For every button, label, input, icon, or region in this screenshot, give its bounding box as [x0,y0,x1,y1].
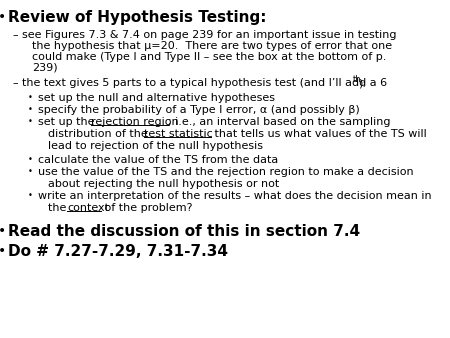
Text: set up the: set up the [38,117,98,127]
Text: th: th [353,75,362,84]
Text: lead to rejection of the null hypothesis: lead to rejection of the null hypothesis [48,141,263,151]
Text: context: context [67,203,109,213]
Text: specify the probability of a Type I error, α (and possibly β): specify the probability of a Type I erro… [38,105,360,115]
Text: ; i.e., an interval based on the sampling: ; i.e., an interval based on the samplin… [167,117,390,127]
Text: the: the [48,203,70,213]
Text: use the value of the TS and the rejection region to make a decision: use the value of the TS and the rejectio… [38,167,414,177]
Text: about rejecting the null hypothesis or not: about rejecting the null hypothesis or n… [48,179,279,189]
Text: •: • [0,224,6,238]
Text: •: • [28,167,33,176]
Text: Read the discussion of this in section 7.4: Read the discussion of this in section 7… [8,224,360,239]
Text: distribution of the: distribution of the [48,129,151,139]
Text: –: – [12,30,18,40]
Text: •: • [28,191,33,200]
Text: calculate the value of the TS from the data: calculate the value of the TS from the d… [38,155,278,165]
Text: test statistic: test statistic [144,129,213,139]
Text: •: • [28,117,33,126]
Text: Review of Hypothesis Testing:: Review of Hypothesis Testing: [8,10,266,25]
Text: rejection region: rejection region [91,117,178,127]
Text: ):: ): [358,78,366,88]
Text: •: • [0,244,6,258]
Text: the hypothesis that μ=20.  There are two types of error that one: the hypothesis that μ=20. There are two … [32,41,392,51]
Text: Do # 7.27-7.29, 7.31-7.34: Do # 7.27-7.29, 7.31-7.34 [8,244,228,259]
Text: of the problem?: of the problem? [101,203,192,213]
Text: •: • [0,10,6,24]
Text: set up the null and alternative hypotheses: set up the null and alternative hypothes… [38,93,275,103]
Text: could make (Type I and Type II – see the box at the bottom of p.: could make (Type I and Type II – see the… [32,52,387,62]
Text: see Figures 7.3 & 7.4 on page 239 for an important issue in testing: see Figures 7.3 & 7.4 on page 239 for an… [22,30,396,40]
Text: the text gives 5 parts to a typical hypothesis test (and I’ll add a 6: the text gives 5 parts to a typical hypo… [22,78,387,88]
Text: that tells us what values of the TS will: that tells us what values of the TS will [211,129,427,139]
Text: •: • [28,155,33,164]
Text: •: • [28,105,33,114]
Text: –: – [12,78,18,88]
Text: •: • [28,93,33,102]
Text: write an interpretation of the results – what does the decision mean in: write an interpretation of the results –… [38,191,432,201]
Text: 239): 239) [32,63,58,73]
